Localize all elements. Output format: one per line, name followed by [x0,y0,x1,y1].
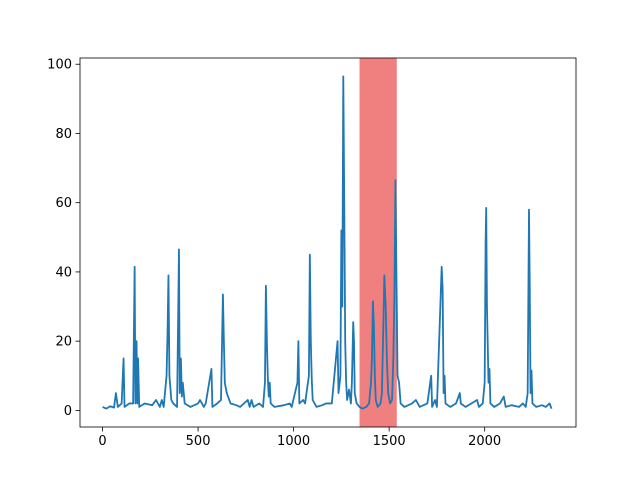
x-tick-label: 2000 [468,434,501,449]
y-tick-label: 20 [55,335,72,350]
x-tick-label: 500 [186,434,211,449]
highlight-band [359,58,397,427]
x-axis: 0 500 1000 1500 2000 [98,427,501,449]
y-tick-label: 0 [64,404,72,419]
axes-frame [79,57,577,428]
x-tick-label: 1000 [277,434,310,449]
y-axis: 0 20 40 60 80 100 [47,58,80,419]
plot-area [102,58,553,427]
x-tick-label: 1500 [373,434,406,449]
y-tick-label: 80 [55,127,72,142]
x-tick-label: 0 [98,434,106,449]
y-tick-label: 60 [55,196,72,211]
y-tick-label: 100 [47,58,72,73]
series-line-0 [102,75,553,410]
y-tick-label: 40 [55,265,72,280]
